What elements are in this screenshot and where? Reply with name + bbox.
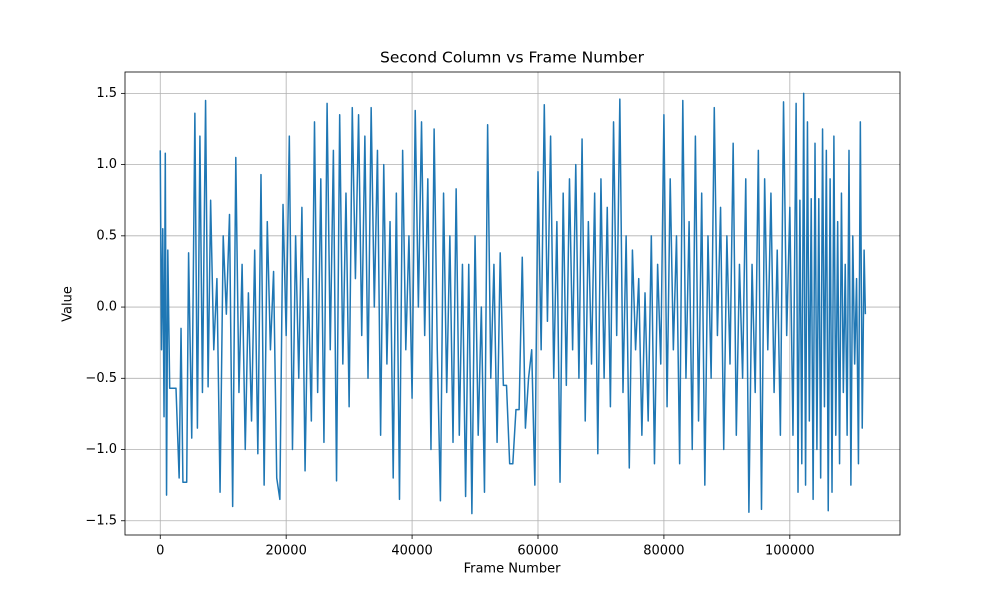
x-axis-label: Frame Number bbox=[464, 562, 562, 577]
x-tick-label: 100000 bbox=[765, 544, 815, 559]
y-axis-label: Value bbox=[61, 286, 76, 322]
y-tick-label: 1.0 bbox=[96, 157, 117, 172]
y-tick-label: −1.5 bbox=[85, 513, 117, 528]
x-tick-label: 0 bbox=[156, 544, 164, 559]
plot-frame bbox=[124, 71, 901, 536]
y-tick-label: 1.5 bbox=[96, 86, 117, 101]
x-tick-label: 20000 bbox=[265, 544, 306, 559]
data-line bbox=[159, 92, 867, 515]
x-tick-label: 60000 bbox=[517, 544, 558, 559]
y-tick-label: −0.5 bbox=[85, 371, 117, 386]
y-tick-label: 0.0 bbox=[96, 300, 117, 315]
y-tick-label: −1.0 bbox=[85, 442, 117, 457]
y-tick-label: 0.5 bbox=[96, 228, 117, 243]
x-tick-label: 40000 bbox=[391, 544, 432, 559]
chart-title: Second Column vs Frame Number bbox=[380, 49, 645, 67]
x-tick-label: 80000 bbox=[643, 544, 684, 559]
